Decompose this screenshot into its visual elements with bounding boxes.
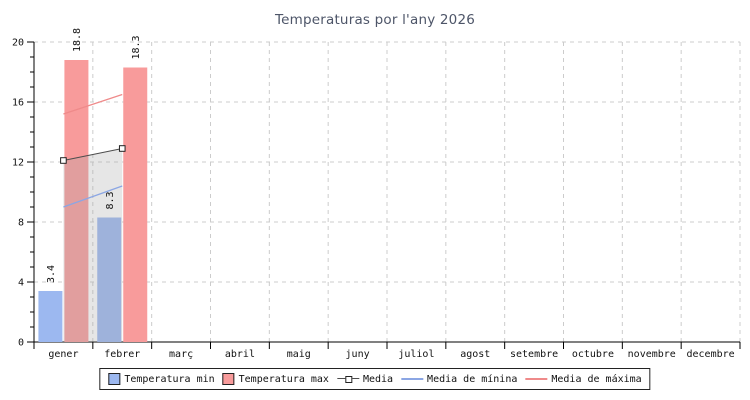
bar-value-label: 3.4 [46,265,57,283]
x-category-label: decembre [686,349,734,360]
x-category-label: agost [460,349,490,360]
legend-label: Media [362,373,394,385]
media-line [63,148,123,161]
y-tick-label: 8 [18,218,24,229]
y-tick-label: 20 [12,38,24,49]
bar-value-label: 18.3 [131,35,142,59]
plot-area: 0 4 8 12 16 20 gener febrer març abril maig juny jul… [12,28,741,360]
chart-title: Temperaturas por l'any 2026 [274,12,476,28]
x-category-label: juliol [398,349,434,360]
x-category-label: gener [48,349,78,360]
legend-label: Temperatura max [238,373,329,385]
media-marker [60,157,67,164]
x-category-label: setembre [510,349,558,360]
legend-item-1: Temperatura max [222,373,329,385]
y-tick-label: 12 [12,158,24,169]
bar-value-label: 18.8 [72,28,83,52]
x-category-label: març [169,349,193,360]
bar-min [38,291,63,342]
legend-swatch-line [401,378,424,380]
legend-swatch-box [108,373,121,385]
bar-min [97,217,122,342]
legend-item-2: Media [336,373,394,385]
x-category-label: octubre [572,349,614,360]
media-area [63,148,123,342]
legend-item-3: Media de mínina [401,374,517,385]
legend-item-0: Temperatura min [108,373,215,385]
legend-swatch-line [525,378,548,380]
x-category-label: maig [287,349,311,360]
y-tick-label: 16 [12,98,24,109]
x-category-label: abril [225,349,255,360]
legend-label: Media de mínina [427,373,518,385]
y-tick-label: 4 [18,278,24,289]
bar-value-label: 8.3 [105,191,116,209]
legend-square-marker-icon [344,376,352,383]
bar-max [123,67,148,342]
legend-swatch-box [222,373,235,385]
x-category-label: juny [346,349,370,360]
x-category-label: novembre [628,349,676,360]
media-min-line [63,185,123,208]
legend-item-4: Media de máxima [525,373,642,385]
legend-label: Temperatura min [124,373,215,385]
media-marker [118,145,126,152]
x-category-label: febrer [104,349,140,360]
legend-label: Media de máxima [551,373,642,385]
legend: Temperatura min Temperatura max Media Media… [99,368,651,390]
media-max-line [63,93,123,115]
y-tick-label: 0 [18,338,24,349]
legend-swatch-line-marker [336,375,359,383]
